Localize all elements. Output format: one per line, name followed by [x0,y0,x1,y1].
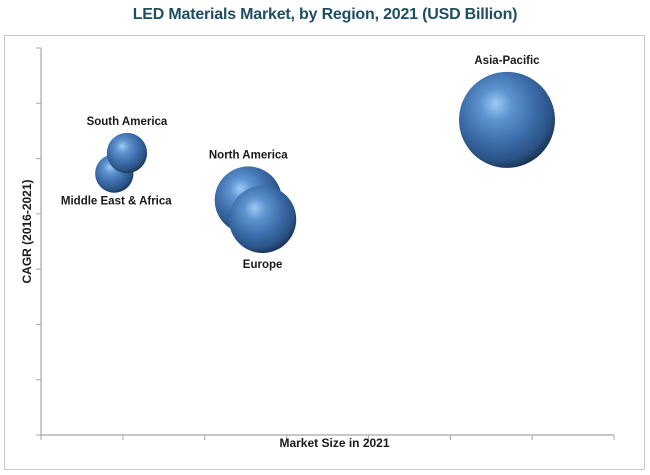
bubble-south-america [106,132,148,174]
chart-title: LED Materials Market, by Region, 2021 (U… [132,6,518,23]
bubble-label: Middle East & Africa [61,196,172,208]
bubble-label: North America [209,149,288,161]
chart-frame [4,35,645,470]
bubbles [95,71,555,253]
bubble-europe [229,185,297,253]
bubble-asia-pacific [458,71,555,168]
bubble-labels: Middle East & Africa South America North A… [61,55,540,271]
axes [36,47,615,440]
y-axis-title: CAGR (2016-2021) [20,179,34,283]
bubble-label: Europe [243,259,283,271]
bubble-label: Asia-Pacific [474,55,540,67]
bubble-label: South America [87,116,168,128]
x-axis-title: Market Size in 2021 [279,436,389,450]
